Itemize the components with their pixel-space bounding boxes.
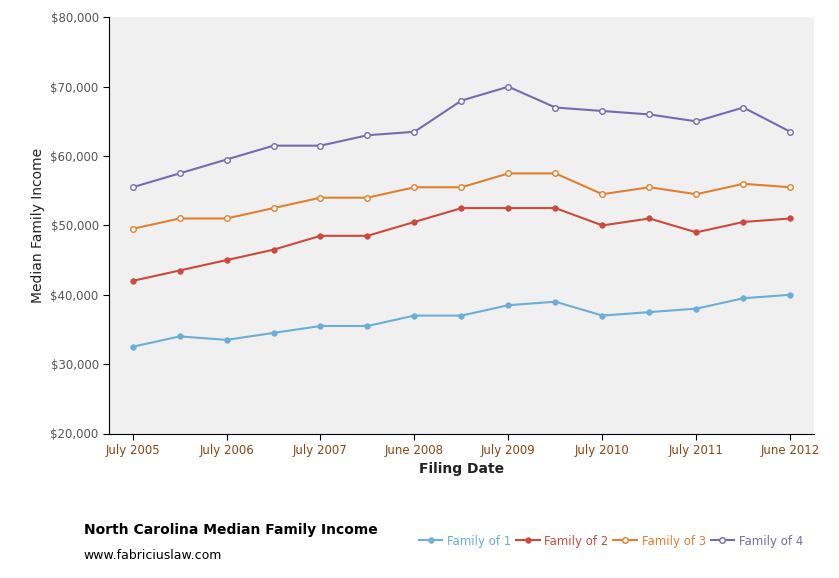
Text: www.fabriciuslaw.com: www.fabriciuslaw.com (84, 549, 222, 562)
Family of 2 (175, 267, 185, 274)
Family of 3 (503, 170, 513, 177)
Family of 2 (738, 218, 748, 225)
Family of 2 (268, 246, 279, 253)
Family of 1 (503, 302, 513, 309)
Family of 1 (785, 291, 795, 298)
Family of 3 (785, 184, 795, 191)
Family of 3 (128, 225, 138, 232)
Family of 1 (456, 312, 466, 319)
Family of 1 (644, 309, 654, 316)
Family of 2 (128, 277, 138, 284)
Family of 3 (362, 194, 373, 201)
Family of 2 (315, 232, 326, 239)
Family of 3 (550, 170, 560, 177)
Family of 4 (550, 104, 560, 111)
Family of 1 (128, 343, 138, 350)
Family of 3 (738, 180, 748, 187)
Family of 2 (550, 205, 560, 212)
Family of 2 (785, 215, 795, 222)
Family of 4 (691, 118, 701, 125)
Family of 2 (644, 215, 654, 222)
X-axis label: Filing Date: Filing Date (419, 462, 504, 476)
Family of 4 (362, 132, 373, 139)
Family of 2 (409, 218, 420, 225)
Line: Family of 2: Family of 2 (130, 205, 793, 284)
Family of 4 (738, 104, 748, 111)
Family of 2 (456, 205, 466, 212)
Family of 4 (503, 83, 513, 90)
Family of 3 (456, 184, 466, 191)
Family of 3 (221, 215, 232, 222)
Family of 1 (409, 312, 420, 319)
Family of 4 (221, 156, 232, 163)
Family of 3 (268, 205, 279, 212)
Family of 3 (597, 191, 607, 198)
Family of 4 (128, 184, 138, 191)
Family of 1 (315, 323, 326, 329)
Line: Family of 1: Family of 1 (130, 292, 793, 350)
Family of 2 (362, 232, 373, 239)
Family of 3 (409, 184, 420, 191)
Family of 4 (409, 128, 420, 135)
Family of 4 (315, 142, 326, 149)
Family of 1 (268, 329, 279, 336)
Family of 3 (644, 184, 654, 191)
Family of 4 (644, 111, 654, 118)
Family of 1 (691, 305, 701, 312)
Legend: Family of 1, Family of 2, Family of 3, Family of 4: Family of 1, Family of 2, Family of 3, F… (414, 530, 808, 553)
Family of 1 (597, 312, 607, 319)
Family of 3 (175, 215, 185, 222)
Line: Family of 4: Family of 4 (130, 84, 793, 190)
Family of 1 (362, 323, 373, 329)
Family of 1 (738, 295, 748, 302)
Y-axis label: Median Family Income: Median Family Income (31, 148, 44, 303)
Family of 2 (597, 222, 607, 229)
Family of 2 (691, 229, 701, 236)
Family of 4 (268, 142, 279, 149)
Family of 2 (221, 257, 232, 264)
Family of 4 (785, 128, 795, 135)
Family of 1 (550, 298, 560, 305)
Family of 1 (221, 336, 232, 343)
Family of 2 (503, 205, 513, 212)
Family of 3 (691, 191, 701, 198)
Family of 3 (315, 194, 326, 201)
Family of 4 (456, 97, 466, 104)
Family of 4 (597, 108, 607, 114)
Family of 4 (175, 170, 185, 177)
Line: Family of 3: Family of 3 (130, 171, 793, 232)
Family of 1 (175, 333, 185, 340)
Text: North Carolina Median Family Income: North Carolina Median Family Income (84, 523, 378, 537)
